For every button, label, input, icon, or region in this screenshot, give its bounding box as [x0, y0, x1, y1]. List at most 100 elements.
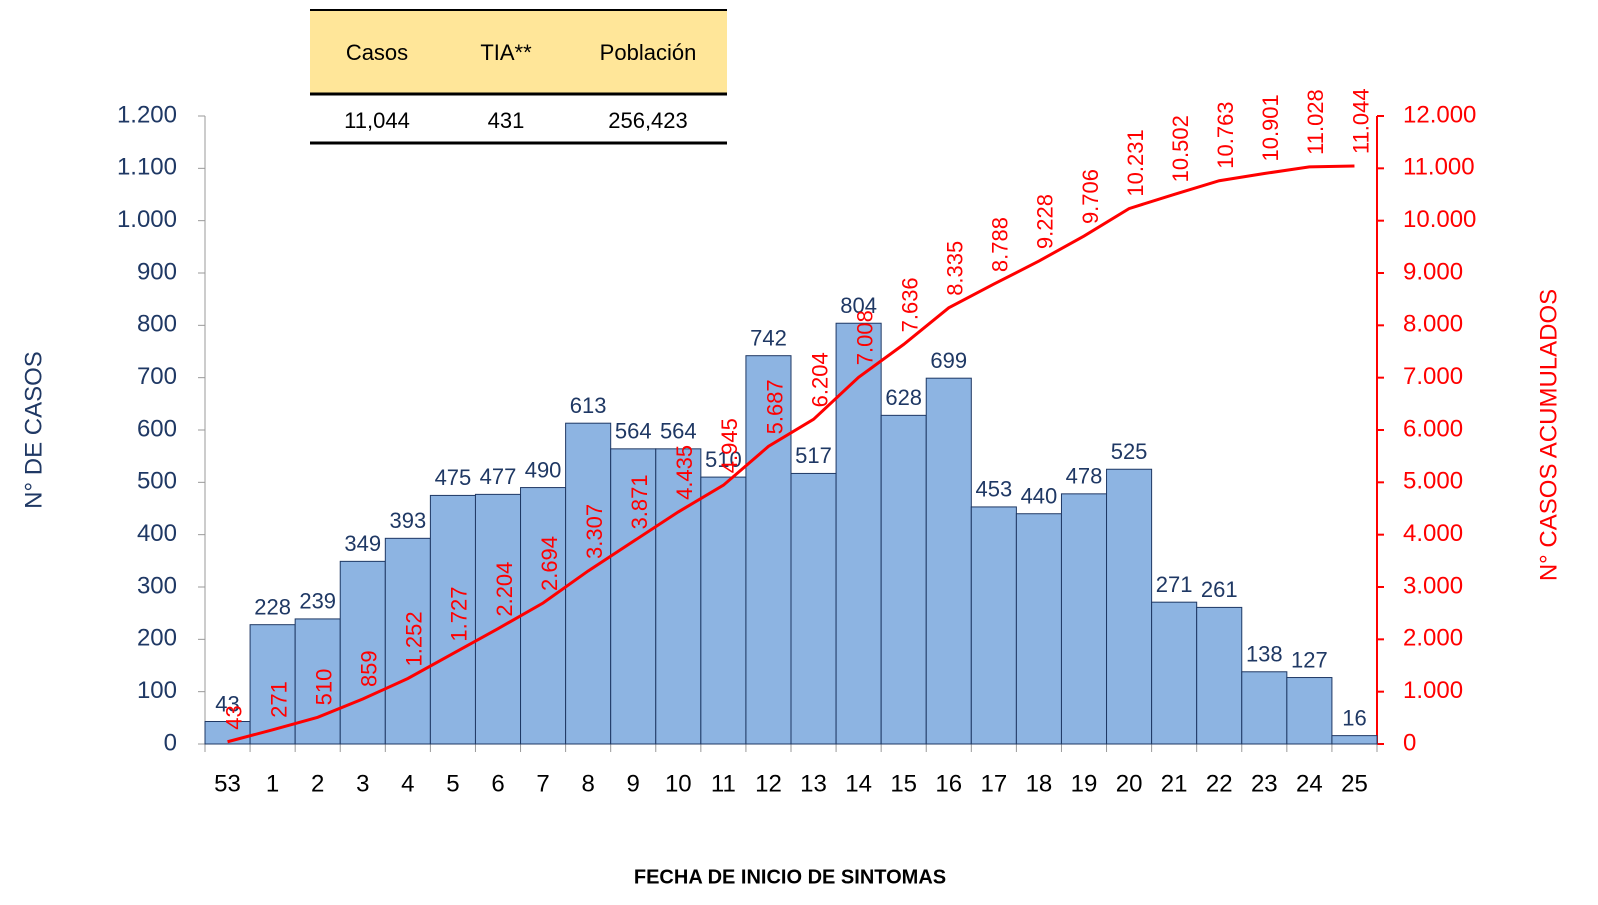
bar: [925, 377, 972, 745]
x-tick-label: 23: [1251, 770, 1278, 797]
line-value-label: 11.028: [1303, 89, 1328, 155]
bar: [970, 506, 1017, 745]
bar: [790, 472, 837, 745]
bar: [1151, 601, 1198, 745]
bar-value-label: 525: [1111, 439, 1148, 464]
bar: [1286, 677, 1333, 745]
table-header: Población: [600, 40, 697, 65]
x-tick-label: 19: [1071, 770, 1098, 797]
line-value-label: 859: [357, 650, 382, 687]
y-tick-label: 1.200: [117, 101, 177, 128]
y2-tick-label: 4.000: [1403, 520, 1463, 547]
bar-value-label: 228: [254, 594, 291, 619]
line-value-label: 7.636: [898, 277, 923, 332]
line-value-label: 9.706: [1078, 169, 1103, 224]
bar-value-label: 510: [705, 447, 742, 472]
y-tick-label: 1.100: [117, 154, 177, 181]
y2-tick-label: 2.000: [1403, 625, 1463, 652]
x-tick-label: 6: [491, 770, 504, 797]
y2-tick-label: 9.000: [1403, 258, 1463, 285]
bar-value-label: 349: [344, 531, 381, 556]
line-value-label: 1.252: [402, 611, 427, 666]
bar: [700, 476, 747, 745]
bar: [1015, 513, 1062, 745]
bar: [880, 414, 927, 745]
y-tick-label: 100: [137, 677, 177, 704]
line-value-label: 10.763: [1213, 101, 1238, 168]
y-tick-label: 300: [137, 572, 177, 599]
x-tick-label: 17: [980, 770, 1007, 797]
bar-value-label: 613: [570, 393, 607, 418]
bar-value-label: 271: [1156, 572, 1193, 597]
line-value-label: 4.435: [672, 445, 697, 500]
x-tick-label: 24: [1296, 770, 1323, 797]
y-tick-label: 500: [137, 468, 177, 495]
bar: [835, 322, 882, 745]
x-tick-label: 22: [1206, 770, 1233, 797]
x-tick-label: 3: [356, 770, 369, 797]
bar-value-label: 564: [660, 419, 697, 444]
bar-value-label: 564: [615, 419, 652, 444]
line-value-label: 8.335: [943, 241, 968, 296]
x-axis-label: FECHA DE INICIO DE SINTOMAS: [634, 866, 946, 888]
bar-value-label: 261: [1201, 577, 1238, 602]
x-tick-label: 18: [1026, 770, 1053, 797]
bar: [429, 494, 476, 745]
line-value-label: 10.901: [1258, 94, 1283, 161]
bar: [384, 537, 431, 745]
bar: [655, 448, 702, 745]
table-header: TIA**: [480, 40, 532, 65]
bar: [565, 422, 612, 745]
bar-value-label: 127: [1291, 647, 1328, 672]
y2-tick-label: 1.000: [1403, 677, 1463, 704]
y-tick-label: 900: [137, 258, 177, 285]
table-cell: 11,044: [344, 108, 410, 133]
bar: [294, 618, 341, 745]
x-tick-label: 8: [581, 770, 594, 797]
bar: [1060, 493, 1108, 745]
bar-value-label: 393: [389, 508, 426, 533]
bar: [1106, 468, 1153, 745]
bar-value-label: 478: [1066, 464, 1103, 489]
y2-tick-label: 12.000: [1403, 101, 1476, 128]
bar: [610, 448, 657, 745]
bar: [1196, 606, 1243, 745]
bar-value-label: 138: [1246, 642, 1283, 667]
line-value-label: 3.307: [582, 504, 607, 559]
x-tick-label: 10: [665, 770, 692, 797]
y2-tick-label: 5.000: [1403, 468, 1463, 495]
y2-tick-label: 10.000: [1403, 206, 1476, 233]
table-header-bg: [310, 10, 727, 93]
y2-tick-label: 0: [1403, 729, 1416, 756]
bar-value-label: 490: [525, 457, 562, 482]
x-tick-label: 16: [935, 770, 962, 797]
x-tick-label: 13: [800, 770, 827, 797]
bar-value-label: 742: [750, 325, 787, 350]
line-value-label: 4.945: [717, 418, 742, 473]
line-value-label: 6.204: [807, 352, 832, 407]
y-tick-label: 200: [137, 625, 177, 652]
bar-value-label: 628: [885, 385, 922, 410]
bar-value-label: 239: [299, 589, 336, 614]
x-tick-label: 20: [1116, 770, 1143, 797]
y2-tick-label: 7.000: [1403, 363, 1463, 390]
y-tick-label: 400: [137, 520, 177, 547]
table-cell: 256,423: [608, 108, 688, 133]
y-tick-label: 1.000: [117, 206, 177, 233]
y2-tick-label: 3.000: [1403, 572, 1463, 599]
line-value-label: 5.687: [762, 379, 787, 434]
bar-value-label: 699: [930, 348, 967, 373]
line-value-label: 510: [312, 669, 337, 706]
line-value-label: 7.008: [852, 310, 877, 365]
y2-tick-label: 6.000: [1403, 415, 1463, 442]
bar-value-label: 440: [1021, 484, 1058, 509]
line-value-label: 9.228: [1033, 194, 1058, 249]
bar-value-label: 16: [1342, 705, 1366, 730]
bar: [520, 487, 567, 745]
bar-value-label: 477: [480, 464, 517, 489]
bar-value-label: 453: [975, 477, 1012, 502]
x-tick-label: 9: [627, 770, 640, 797]
y-tick-label: 600: [137, 415, 177, 442]
x-tick-label: 15: [890, 770, 917, 797]
